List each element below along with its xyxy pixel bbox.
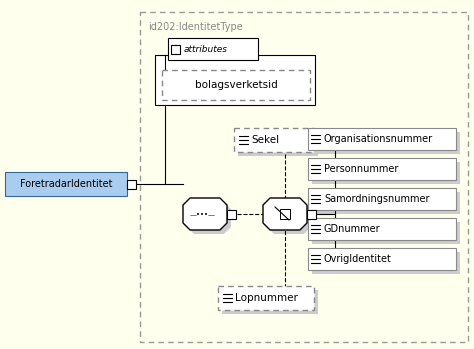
Bar <box>166 74 314 104</box>
Bar <box>238 132 318 156</box>
Bar <box>312 192 460 214</box>
Bar <box>308 158 456 180</box>
Bar <box>5 172 127 196</box>
Text: Lopnummer: Lopnummer <box>235 293 298 303</box>
Bar <box>312 252 460 274</box>
Bar <box>168 38 258 60</box>
Polygon shape <box>183 198 227 230</box>
Text: Samordningsnummer: Samordningsnummer <box>324 194 429 204</box>
Polygon shape <box>187 202 231 234</box>
Polygon shape <box>263 198 307 230</box>
Bar <box>222 290 318 314</box>
Polygon shape <box>267 202 311 234</box>
Text: bolagsverketsid: bolagsverketsid <box>195 80 277 90</box>
Bar <box>140 12 468 342</box>
Bar <box>234 128 314 152</box>
Bar <box>162 70 310 100</box>
Text: —•••—: —•••— <box>190 211 216 217</box>
Text: Sekel: Sekel <box>251 135 279 145</box>
Bar <box>128 179 137 188</box>
Text: GDnummer: GDnummer <box>324 224 381 234</box>
Bar <box>308 248 456 270</box>
Bar <box>172 45 181 53</box>
Text: id202:IdentitetType: id202:IdentitetType <box>148 22 243 32</box>
Text: Personnummer: Personnummer <box>324 164 398 174</box>
Bar <box>312 222 460 244</box>
Bar <box>228 209 237 218</box>
Bar <box>308 209 317 218</box>
Text: Organisationsnummer: Organisationsnummer <box>324 134 433 144</box>
Bar <box>312 162 460 184</box>
Bar <box>308 128 456 150</box>
Bar <box>312 132 460 154</box>
Text: OvrigIdentitet: OvrigIdentitet <box>324 254 392 264</box>
Bar <box>308 218 456 240</box>
Bar <box>218 286 314 310</box>
Text: ForetradarIdentitet: ForetradarIdentitet <box>20 179 112 189</box>
Bar <box>308 188 456 210</box>
Bar <box>280 209 290 219</box>
Text: attributes: attributes <box>184 45 228 53</box>
Bar <box>155 55 315 105</box>
